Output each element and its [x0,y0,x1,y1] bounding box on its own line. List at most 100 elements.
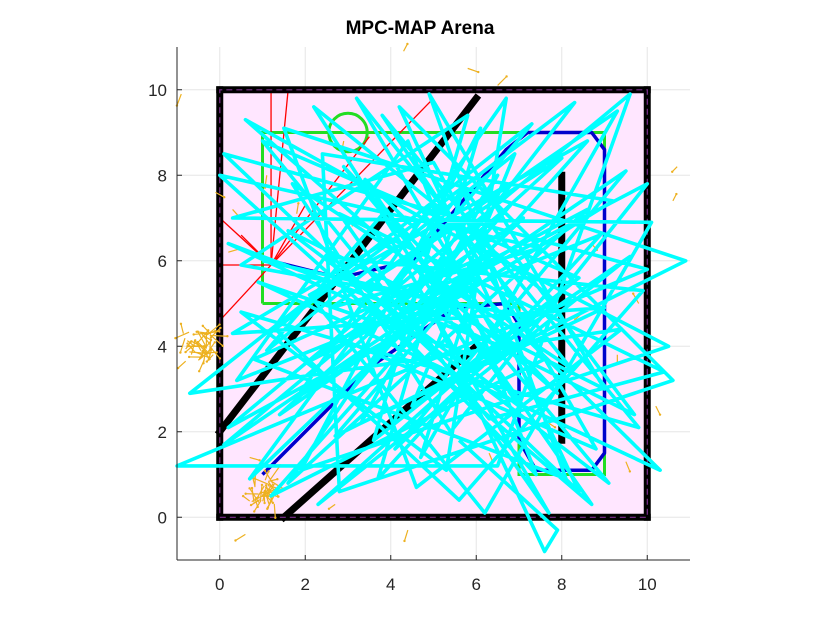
particle-arrow [249,488,260,503]
particle-arrow [228,248,239,253]
particle-head [218,330,221,333]
particle-head [628,470,632,473]
particle-arrow [265,485,273,502]
particle-head [263,469,267,472]
particle-arrow [207,341,216,352]
particle-arrow [196,331,207,334]
particle-head [406,42,409,46]
particle-head [196,340,200,344]
particle-head [234,539,237,542]
x-tick-label: 6 [472,575,481,594]
particle-head [202,362,205,365]
particle-head [671,170,674,173]
particle-head [195,330,198,334]
particle-arrow [208,349,213,360]
particle-head [658,413,662,416]
particle-head [179,322,183,326]
particle-head [477,70,480,74]
particle-arrow [548,422,556,428]
particle-head [256,505,259,509]
particle-arrow [273,503,276,518]
particle-head [248,487,251,490]
y-tick-label: 2 [158,423,167,442]
particle-arrow [250,499,261,506]
particle-head [206,352,209,355]
particle-arrow [262,492,274,504]
particle-head [267,470,270,473]
particle-head [327,507,331,510]
particle-head [218,323,221,326]
particle-arrow [202,334,212,341]
particle-arrow [206,354,214,363]
particle-arrow [235,533,246,541]
particle-head [192,344,196,348]
y-tick-label: 10 [148,81,167,100]
particle-arrow [176,93,182,106]
particle-arrow [403,529,409,542]
particle-head [213,341,216,344]
particle-head [219,326,222,330]
particle-arrow [209,334,228,337]
particle-head [218,357,222,360]
particle-arrow [215,191,225,198]
particle-head [210,348,213,351]
particle-arrow [403,43,408,52]
particle-arrow [191,340,201,347]
particle-head [226,335,229,338]
particle-arrow [296,203,299,214]
trajectory-line [175,92,688,554]
particle-arrow [497,76,508,86]
particle-head [271,501,275,505]
particle-arrow [242,495,251,502]
particle-arrow [186,340,195,347]
particle-head [209,338,213,342]
particles-layer [174,42,678,543]
wall-segment [278,341,482,523]
particle-arrow [177,360,187,369]
particle-arrow [467,67,479,73]
particle-head [266,507,269,511]
particle-arrow [209,334,224,347]
particle-head [209,336,213,339]
particle-head [184,350,187,354]
particle-arrow [180,323,184,334]
particle-head [215,351,218,354]
particle-head [276,495,280,498]
particle-head [179,351,182,354]
y-tick-label: 6 [158,252,167,271]
particle-head [263,501,266,505]
particle-head [264,484,268,487]
particle-head [223,195,226,199]
particle-arrow [655,405,661,415]
y-tick-label: 0 [158,508,167,527]
particle-head [197,370,201,373]
particle-head [261,494,265,497]
particle-arrow [249,456,260,461]
particle-head [260,483,264,487]
particle-arrow [328,503,336,510]
particle-head [505,75,508,78]
particle-head [297,202,300,205]
y-tick-label: 4 [158,337,167,356]
x-tick-label: 10 [638,575,657,594]
red-ray [219,264,272,322]
particle-head [253,510,256,513]
particle-head [202,345,206,348]
x-tick-label: 2 [301,575,310,594]
particle-arrow [259,484,263,503]
trajectory-layer [175,92,688,554]
dashed-boundary-line [219,89,648,518]
particle-head [174,336,177,340]
particle-head [250,486,254,490]
particle-head [186,342,189,345]
particle-head [258,459,261,462]
particle-arrow [270,480,284,490]
particle-head [192,333,195,336]
particle-arrow [672,193,677,202]
particle-head [205,360,209,363]
axes-layer: 0 2 4 6 8 10 0 2 4 6 8 10 [148,47,690,594]
particle-head [675,192,678,196]
particle-arrow [189,351,208,355]
particle-head [201,324,205,328]
